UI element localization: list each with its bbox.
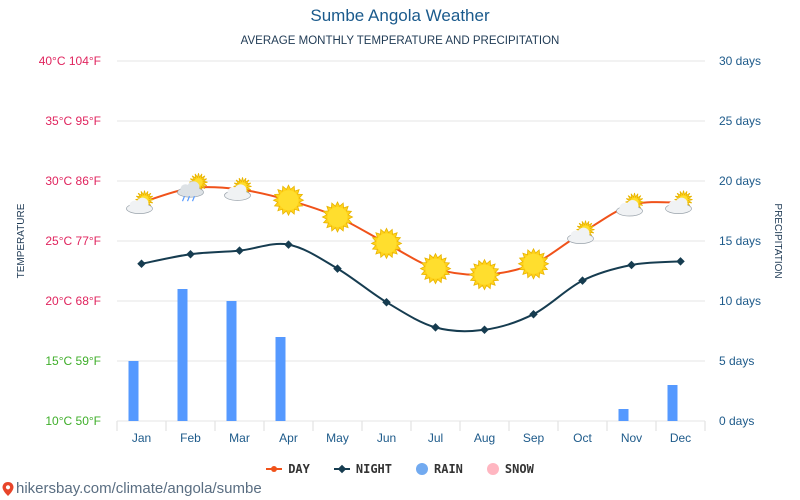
sunny-icon <box>321 201 354 233</box>
x-tick-label: Mar <box>229 431 250 445</box>
rain-bar <box>177 289 188 421</box>
cloud-part <box>187 181 200 194</box>
y-right-tick-label: 5 days <box>719 354 754 368</box>
night-point <box>382 297 391 307</box>
partly-cloudy-icon <box>616 192 644 217</box>
cloud-part <box>675 197 688 210</box>
sun-core <box>278 190 299 211</box>
night-point <box>186 249 195 259</box>
x-tick-label: Jul <box>428 431 443 445</box>
chart-subtitle: AVERAGE MONTHLY TEMPERATURE AND PRECIPIT… <box>240 35 560 47</box>
night-point <box>431 323 440 332</box>
sun-core <box>327 207 348 227</box>
sunny-icon <box>517 247 550 280</box>
x-tick-label: May <box>326 431 349 445</box>
cloud-part <box>234 184 247 197</box>
y-left-tick-label: 30°C 86°F <box>45 174 101 188</box>
x-tick-label: Dec <box>670 431 691 445</box>
chart-title: Sumbe Angola Weather <box>310 6 490 25</box>
night-point <box>676 257 685 266</box>
sun-core <box>523 253 544 274</box>
y-left-tick-label: 20°C 68°F <box>45 294 101 308</box>
night-point <box>333 264 342 273</box>
rain-drop <box>191 195 196 202</box>
location-pin-icon <box>2 481 14 496</box>
night-point <box>627 260 636 270</box>
legend: DAY NIGHT RAIN SNOW <box>0 462 800 476</box>
night-point <box>137 259 146 269</box>
x-tick-label: Jun <box>377 431 396 445</box>
partly-cloudy-icon <box>126 190 154 214</box>
rain-bar <box>667 385 678 421</box>
night-point <box>235 246 244 255</box>
day-line-icon <box>266 464 283 474</box>
rain-bar <box>226 301 237 421</box>
y-right-tick-label: 10 days <box>719 294 761 308</box>
y-right-tick-label: 30 days <box>719 54 761 68</box>
x-tick-label: Feb <box>180 431 201 445</box>
rain-drop <box>181 195 186 202</box>
sunny-icon <box>272 184 305 217</box>
sunny-icon <box>370 227 403 260</box>
snow-dot-icon <box>486 463 499 475</box>
x-tick-label: Sep <box>523 431 545 445</box>
legend-label-rain: RAIN <box>434 462 463 476</box>
legend-label-snow: SNOW <box>504 462 534 476</box>
cloud-part <box>577 227 590 240</box>
legend-label-night: NIGHT <box>355 462 392 476</box>
x-tick-label: Aug <box>474 431 495 445</box>
sun-core <box>474 264 495 285</box>
y-left-tick-label: 40°C 104°F <box>39 54 101 68</box>
night-point <box>284 240 293 249</box>
x-tick-label: Oct <box>573 431 592 445</box>
rain-drop <box>186 195 191 202</box>
y-left-tick-label: 35°C 95°F <box>45 114 101 128</box>
sunny-icon <box>468 258 501 291</box>
night-line-icon <box>333 464 350 474</box>
rain-dot-icon <box>416 463 428 475</box>
y-left-tick-label: 10°C 50°F <box>45 414 101 428</box>
legend-item-snow[interactable]: SNOW <box>486 462 534 476</box>
rain-bar <box>275 337 286 421</box>
y-left-axis-title: TEMPERATURE <box>16 203 27 278</box>
legend-item-rain[interactable]: RAIN <box>416 462 463 476</box>
partly-cloudy-icon <box>665 190 693 214</box>
partly-cloudy-icon <box>224 177 252 201</box>
cloud-part <box>626 200 639 212</box>
night-series-line <box>141 242 681 333</box>
sunny-icon <box>419 252 452 285</box>
x-tick-label: Apr <box>279 431 298 445</box>
x-tick-label: Nov <box>621 431 642 445</box>
sun-core <box>425 258 446 279</box>
night-point <box>529 309 538 319</box>
day-series-line <box>141 186 681 276</box>
y-left-tick-label: 25°C 77°F <box>45 234 101 248</box>
rain-bar <box>128 361 139 421</box>
y-right-tick-label: 25 days <box>719 114 761 128</box>
sun-core <box>376 233 397 254</box>
y-right-tick-label: 0 days <box>719 414 754 428</box>
legend-label-day: DAY <box>288 462 310 476</box>
cloud-part <box>136 197 149 210</box>
x-tick-label: Jan <box>132 431 151 445</box>
night-point <box>578 276 587 285</box>
source-link[interactable]: hikersbay.com/climate/angola/sumbe <box>2 480 262 497</box>
rain-bar <box>618 409 629 421</box>
y-right-tick-label: 15 days <box>719 234 761 248</box>
y-right-tick-label: 20 days <box>719 174 761 188</box>
y-left-tick-label: 15°C 59°F <box>45 354 101 368</box>
y-right-axis-title: PRECIPITATION <box>772 203 783 278</box>
partly-cloudy-icon <box>567 220 595 244</box>
source-url: hikersbay.com/climate/angola/sumbe <box>16 480 262 497</box>
night-point <box>480 325 489 335</box>
legend-item-day[interactable]: DAY <box>266 462 310 476</box>
cloudy-rain-icon <box>177 173 208 202</box>
legend-item-night[interactable]: NIGHT <box>333 462 392 476</box>
